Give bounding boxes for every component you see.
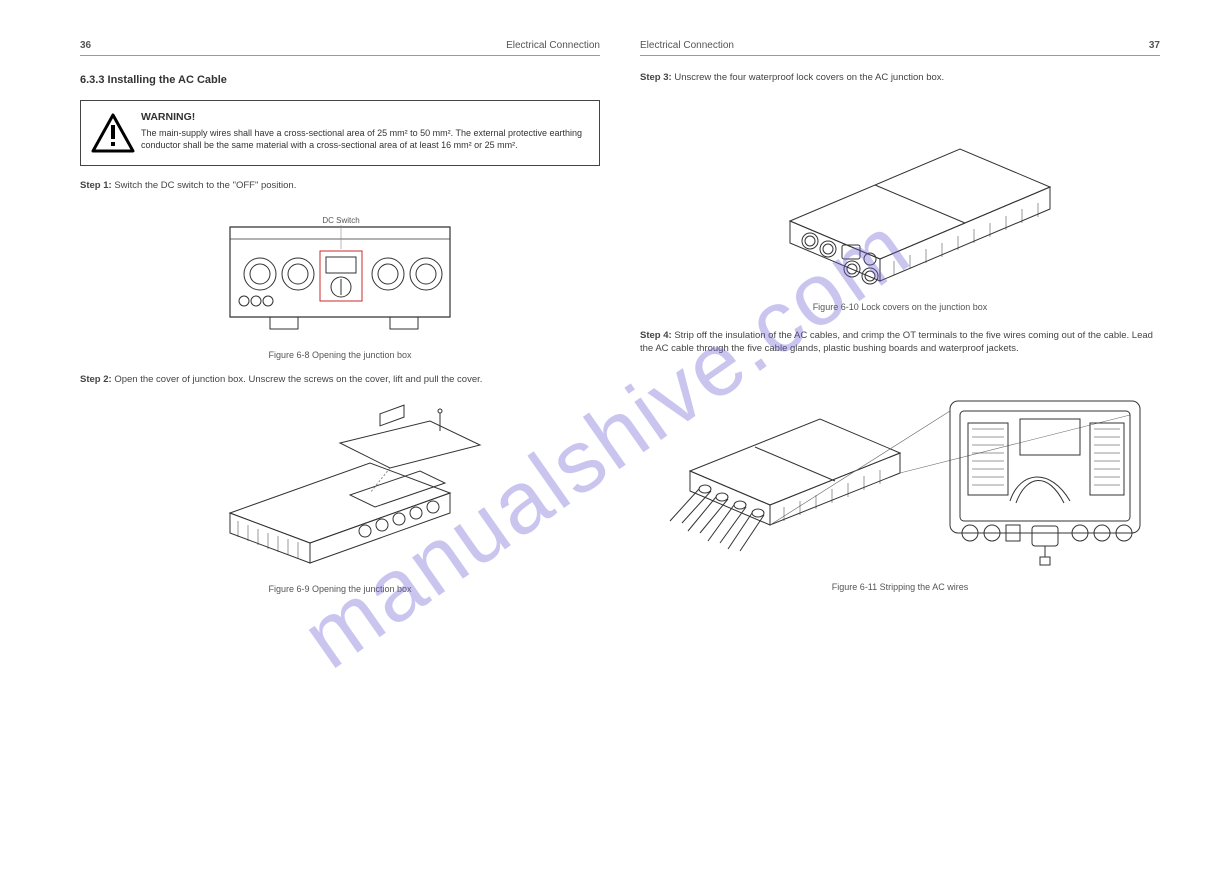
figure-6-11-caption: Figure 6-11 Stripping the AC wires <box>640 582 1160 592</box>
step2: Step 2: Open the cover of junction box. … <box>80 374 600 387</box>
left-header-title: Electrical Connection <box>506 40 600 51</box>
left-column: 36 Electrical Connection 6.3.3 Installin… <box>80 40 600 598</box>
step1-text: Switch the DC switch to the "OFF" positi… <box>114 180 296 191</box>
right-page-number: 37 <box>1149 40 1160 51</box>
strip-ac-wires-drawing <box>650 371 1150 571</box>
open-cover-drawing <box>190 403 490 573</box>
step3-num: Step 3: <box>640 72 672 83</box>
right-header-title: Electrical Connection <box>640 40 734 51</box>
step4-text: Strip off the insulation of the AC cable… <box>640 330 1153 354</box>
step3-text: Unscrew the four waterproof lock covers … <box>674 72 944 83</box>
step2-num: Step 2: <box>80 374 112 385</box>
section-6-3-3-title: 6.3.3 Installing the AC Cable <box>80 74 600 86</box>
dc-switch-drawing: DC Switch <box>200 209 480 339</box>
right-column: Electrical Connection 37 Step 3: Unscrew… <box>640 40 1160 596</box>
warning-text: The main-supply wires shall have a cross… <box>141 127 587 151</box>
step4: Step 4: Strip off the insulation of the … <box>640 330 1160 356</box>
figure-6-9-caption: Figure 6-9 Opening the junction box <box>80 584 600 594</box>
step1-num: Step 1: <box>80 180 112 191</box>
warning-box: WARNING! The main-supply wires shall hav… <box>80 100 600 166</box>
figure-6-10-caption: Figure 6-10 Lock covers on the junction … <box>640 302 1160 312</box>
warning-title: WARNING! <box>141 111 587 123</box>
left-page-number: 36 <box>80 40 91 51</box>
figure-6-8-caption: Figure 6-8 Opening the junction box <box>80 350 600 360</box>
right-rule <box>640 55 1160 56</box>
figure-6-9: Figure 6-9 Opening the junction box <box>80 403 600 594</box>
lock-covers-drawing <box>720 101 1080 291</box>
step4-num: Step 4: <box>640 330 672 341</box>
dc-switch-label: DC Switch <box>322 216 359 225</box>
step2-text: Open the cover of junction box. Unscrew … <box>114 374 482 385</box>
figure-6-11: Figure 6-11 Stripping the AC wires <box>640 371 1160 592</box>
left-header: 36 Electrical Connection <box>80 40 600 51</box>
step3: Step 3: Unscrew the four waterproof lock… <box>640 72 1160 85</box>
right-header: Electrical Connection 37 <box>640 40 1160 51</box>
figure-6-8: DC Switch Figure 6-8 Opening the junctio… <box>80 209 600 360</box>
warning-icon <box>91 113 135 158</box>
figure-6-10: Figure 6-10 Lock covers on the junction … <box>640 101 1160 312</box>
left-rule <box>80 55 600 56</box>
step1: Step 1: Switch the DC switch to the "OFF… <box>80 180 600 193</box>
